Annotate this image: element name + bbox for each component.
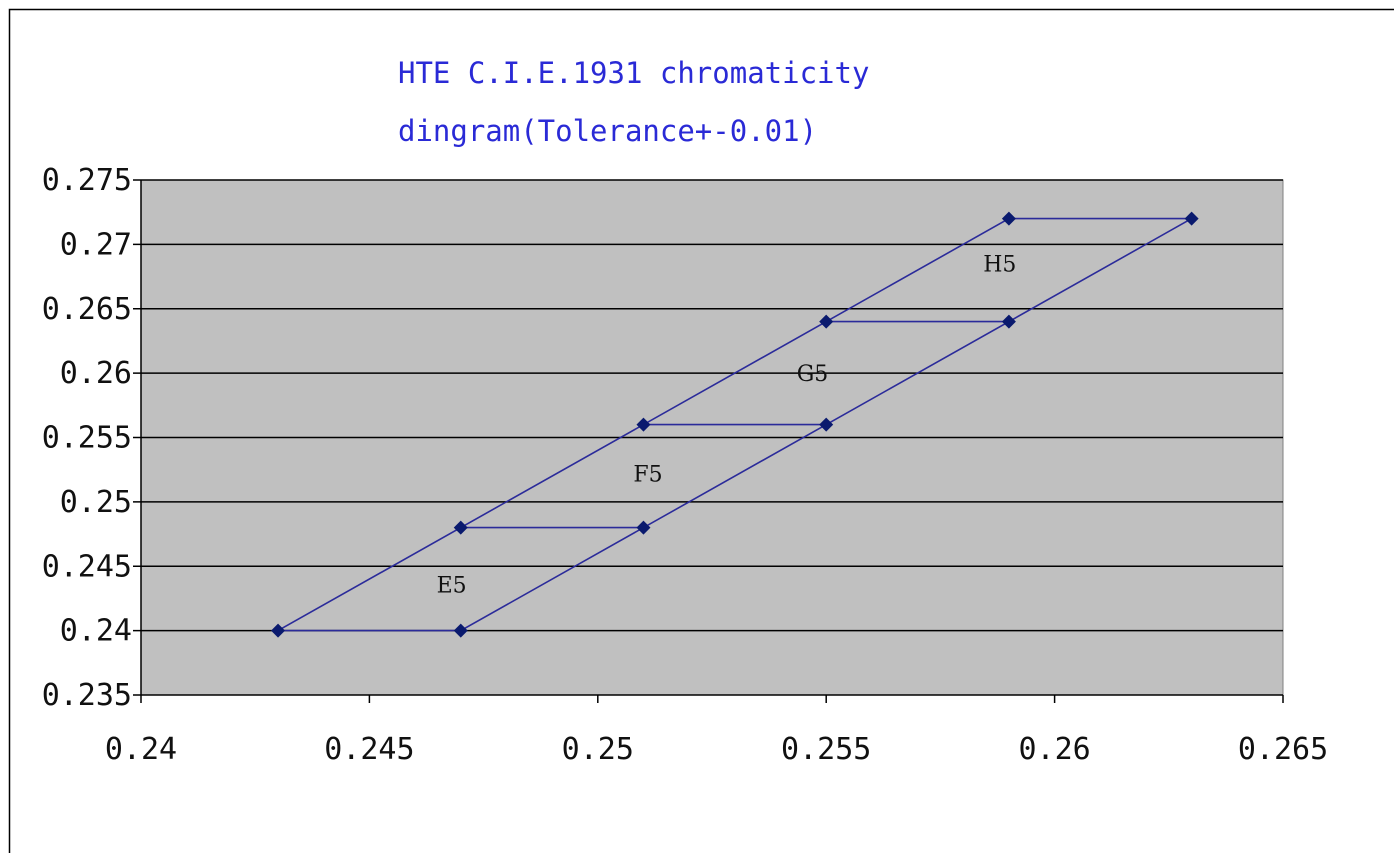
data-point-1-0: [453, 520, 468, 535]
bin-label-e5: E5: [437, 573, 467, 598]
x-tick-label-0: 0.24: [105, 732, 177, 767]
point-labels: E5 F5 G5 H5: [437, 253, 1017, 599]
y-tick-label-3: 0.25: [60, 485, 132, 520]
data-point-2-0: [636, 417, 651, 432]
x-tick-label-5: 0.265: [1238, 732, 1328, 767]
markers: [271, 211, 1199, 638]
data-point-0-0: [271, 623, 286, 638]
outer-border: [8, 8, 1394, 853]
chart-title-line-1: HTE C.I.E.1931 chromaticity: [398, 56, 870, 90]
x-tick-label-4: 0.26: [1018, 732, 1090, 767]
bin-label-g5: G5: [797, 362, 829, 387]
chart-title: HTE C.I.E.1931 chromaticity dingram(Tole…: [398, 44, 869, 160]
y-tick-label-2: 0.245: [42, 549, 132, 584]
x-tick-label-1: 0.245: [324, 732, 414, 767]
y-tick-label-8: 0.275: [42, 163, 132, 198]
y-tick-label-4: 0.255: [42, 421, 132, 456]
bin-label-f5: F5: [633, 463, 662, 488]
data-point-0-2: [1184, 211, 1199, 226]
chart-title-line-2: dingram(Tolerance+-0.01): [398, 114, 818, 148]
data-point-3-1: [1001, 314, 1016, 329]
y-tick-label-6: 0.265: [42, 292, 132, 327]
x-tick-labels: 0.24 0.245 0.25 0.255 0.26 0.265: [105, 732, 1328, 767]
y-tick-label-7: 0.27: [60, 227, 132, 262]
data-point-0-3: [453, 623, 468, 638]
axes: [133, 179, 1284, 703]
x-tick-label-2: 0.25: [562, 732, 634, 767]
data-point-3-0: [819, 314, 834, 329]
y-tick-label-0: 0.235: [42, 678, 132, 713]
data-point-2-1: [819, 417, 834, 432]
x-tick-label-3: 0.255: [781, 732, 871, 767]
data-point-0-1: [1001, 211, 1016, 226]
bin-label-h5: H5: [983, 253, 1016, 278]
y-tick-label-1: 0.24: [60, 614, 132, 649]
y-tick-labels: 0.235 0.24 0.245 0.25 0.255 0.26 0.265 0.27 0.27…: [42, 163, 132, 713]
data-point-1-1: [636, 520, 651, 535]
y-tick-label-5: 0.26: [60, 356, 132, 391]
